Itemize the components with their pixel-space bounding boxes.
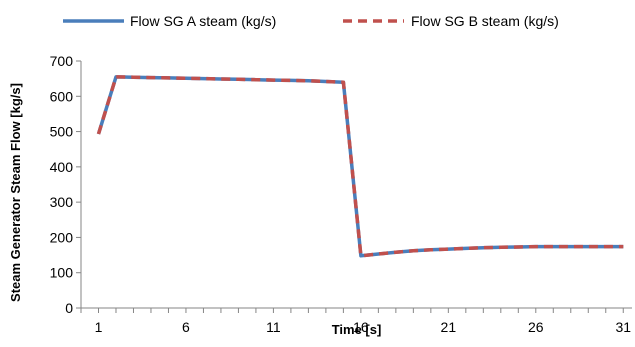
x-axis-title: Time [s]	[332, 322, 382, 337]
x-tick-label: 11	[266, 319, 281, 335]
y-tick-label: 500	[50, 124, 74, 140]
x-tick-label: 6	[182, 319, 190, 335]
series-line-sg-a	[96, 75, 624, 258]
y-axis-title: Steam Generator Steam Flow [kg/s]	[8, 83, 23, 302]
legend-label-sg-a: Flow SG A steam (kg/s)	[130, 13, 276, 29]
series-line-sg-b	[96, 75, 624, 258]
legend-label-sg-b: Flow SG B steam (kg/s)	[411, 13, 559, 29]
series-layer	[96, 75, 624, 258]
x-tick-label: 21	[441, 319, 457, 335]
y-tick-label: 700	[50, 53, 74, 69]
x-tick-label: 31	[615, 319, 631, 335]
y-tick-label: 600	[50, 88, 74, 104]
x-tick-label: 26	[528, 319, 544, 335]
y-tick-label: 400	[50, 159, 74, 175]
x-tick-label: 16	[353, 319, 369, 335]
y-tick-label: 0	[65, 300, 73, 316]
y-tick-label: 200	[50, 229, 74, 245]
x-tick-label: 1	[95, 319, 103, 335]
legend: Flow SG A steam (kg/s) Flow SG B steam (k…	[63, 13, 559, 29]
y-tick-label: 300	[50, 194, 74, 210]
y-tick-label: 100	[50, 265, 74, 281]
